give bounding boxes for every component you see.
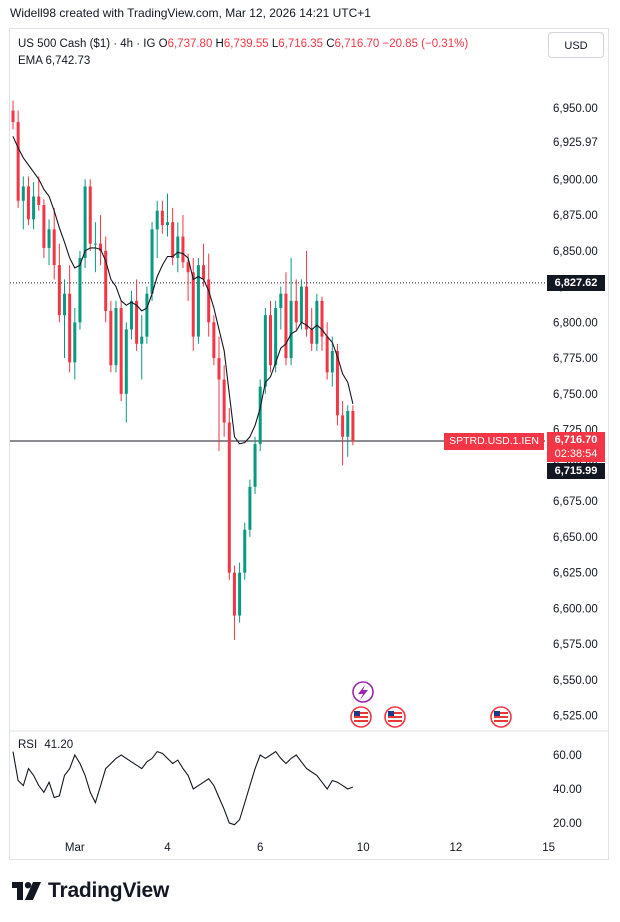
- attribution-text: Widell98 created with TradingView.com, M…: [10, 6, 371, 20]
- chart-frame: [9, 28, 609, 860]
- dotted-level-tag: 6,827.62: [547, 274, 605, 291]
- rsi-label[interactable]: RSI: [18, 739, 38, 751]
- countdown-value: 02:38:54: [554, 448, 598, 461]
- tradingview-logo-icon: [12, 882, 41, 900]
- currency-button[interactable]: USD: [548, 32, 604, 58]
- close-label: C: [326, 38, 335, 50]
- open-label: O: [158, 38, 168, 50]
- rsi-legend: RSI 41.20: [18, 739, 73, 751]
- low-label: L: [271, 38, 279, 50]
- symbol-label[interactable]: US 500 Cash ($1) · 4h · IG: [18, 38, 156, 50]
- tradingview-brand-text: TradingView: [48, 879, 170, 902]
- low-value: 6,716.35: [278, 38, 323, 50]
- close-value: 6,716.70: [334, 38, 380, 50]
- ema-label[interactable]: EMA: [18, 55, 43, 67]
- symbol-tag: SPTRD.USD.1.IEN: [444, 432, 544, 450]
- solid-level-tag: 6,715.99: [547, 463, 605, 480]
- tradingview-logo[interactable]: TradingView: [12, 879, 169, 903]
- last-price-value: 6,716.70: [554, 434, 598, 447]
- ema-value: 6,742.73: [45, 55, 91, 67]
- rsi-value: 41.20: [44, 739, 74, 751]
- open-value: 6,737.80: [167, 38, 213, 50]
- last-price-tag: 6,716.70 02:38:54: [547, 432, 605, 463]
- high-value: 6,739.55: [223, 38, 269, 50]
- chart-legend: US 500 Cash ($1) · 4h · IG O6,737.80 H6,…: [18, 36, 468, 70]
- change-value: −20.85 (−0.31%): [382, 38, 469, 50]
- high-label: H: [215, 38, 224, 50]
